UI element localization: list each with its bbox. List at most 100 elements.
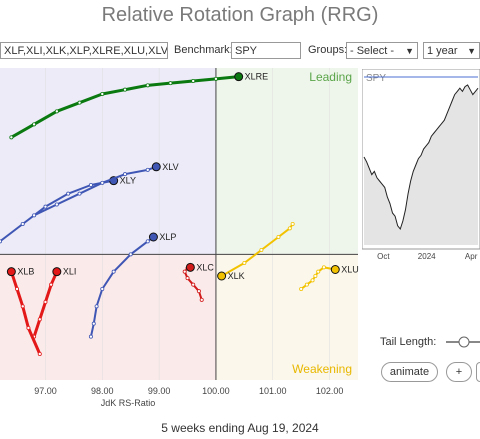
tail-point — [316, 269, 321, 274]
weakening-quadrant — [215, 254, 358, 380]
tail-label-xlb: XLB — [17, 267, 34, 277]
plus-button[interactable]: + — [446, 362, 472, 382]
tail-point — [54, 109, 59, 114]
tail-point — [304, 282, 309, 287]
period-select[interactable]: 1 year ▼ — [423, 42, 480, 59]
tail-point — [37, 317, 42, 322]
chevron-down-icon: ▼ — [405, 46, 414, 56]
tail-point — [66, 191, 71, 196]
tail-head-xlu — [330, 265, 340, 274]
rrg-tails: XLRE XLY XLV XLP XLI XLB XLC XLK XLU — [0, 72, 359, 356]
tail-point — [77, 191, 82, 196]
tail-line-xly — [0, 179, 114, 243]
lagging-quadrant — [0, 254, 216, 380]
tail-point — [182, 269, 187, 274]
tail-point — [49, 282, 54, 287]
tail-point — [9, 135, 14, 140]
tail-point — [145, 167, 150, 172]
tail-point — [20, 221, 25, 226]
tail-point — [111, 269, 116, 274]
tail-point — [145, 83, 150, 88]
tail-point — [259, 247, 264, 252]
tail-point — [321, 265, 326, 270]
tail-point — [32, 213, 37, 218]
tail-point — [145, 239, 150, 244]
tail-point — [100, 180, 105, 185]
tail-point — [213, 76, 218, 81]
tail-point — [43, 204, 48, 209]
more-button[interactable] — [476, 362, 480, 382]
tail-point — [168, 81, 173, 86]
tail-label-xlu: XLU — [341, 265, 359, 275]
tail-point — [313, 273, 318, 278]
tail-point — [100, 91, 105, 96]
tail-head-xlv — [151, 162, 161, 172]
tail-point — [290, 221, 295, 226]
tail-length-slider[interactable] — [444, 335, 480, 349]
tail-length-handle[interactable] — [458, 336, 470, 348]
tail-point — [199, 297, 204, 302]
tail-head-xli — [52, 267, 62, 277]
tail-label-xlp: XLP — [159, 232, 176, 242]
page-title: Relative Rotation Graph (RRG) — [101, 4, 379, 26]
tail-label-xly: XLY — [120, 176, 136, 186]
animate-button[interactable]: animate — [381, 362, 438, 382]
leading-quadrant — [215, 68, 358, 255]
tail-point — [88, 183, 93, 188]
groups-select-value: - Select - — [350, 45, 395, 57]
x-tick-label: 98.00 — [91, 386, 114, 396]
tail-point — [128, 252, 133, 257]
benchmark-input[interactable]: SPY — [231, 42, 301, 59]
tail-point — [100, 286, 105, 291]
period-select-value: 1 year — [427, 45, 458, 57]
tail-point — [20, 304, 25, 309]
x-tick-label: 99.00 — [148, 386, 171, 396]
tail-point — [242, 260, 247, 265]
rrg-chart[interactable]: Leading Weakening XLRE XLY XLV XLP XLI XLB XLC… — [0, 68, 360, 420]
tail-point — [299, 286, 304, 291]
tail-point — [123, 87, 128, 92]
tail-point — [287, 226, 292, 231]
tail-point — [88, 334, 93, 339]
chevron-down-icon: ▼ — [467, 46, 476, 56]
tail-point — [15, 286, 20, 291]
groups-label: Groups: — [308, 44, 348, 56]
mini-chart-ticks: Oct 2024 Apr — [377, 252, 478, 261]
groups-select[interactable]: - Select - ▼ — [346, 42, 418, 59]
x-axis-label: JdK RS-Ratio — [101, 398, 156, 408]
tail-point — [0, 239, 2, 244]
tail-label-xlc: XLC — [196, 262, 214, 272]
mini-tick-label: Apr — [465, 252, 478, 261]
improving-quadrant — [0, 68, 216, 255]
x-tick-label: 97.00 — [34, 386, 57, 396]
x-tick-label: 102.00 — [316, 386, 344, 396]
x-axis-ticks: 97.00 98.00 99.00 100.00 101.00 102.00 — [34, 386, 343, 396]
tail-head-xlb — [6, 267, 16, 277]
tail-label-xli: XLI — [63, 267, 77, 277]
tail-point — [310, 278, 315, 283]
tail-point — [37, 351, 42, 356]
tail-label-xlv: XLV — [162, 162, 178, 172]
leading-label: Leading — [309, 70, 352, 84]
tail-label-xlre: XLRE — [245, 72, 269, 82]
tail-head-xlk — [217, 271, 227, 281]
benchmark-mini-chart: SPY Oct 2024 Apr — [362, 69, 480, 261]
footer-caption: 5 weeks ending Aug 19, 2024 — [161, 421, 319, 435]
tail-point — [26, 325, 31, 330]
symbols-input[interactable]: XLF,XLI,XLK,XLP,XLRE,XLU,XLV,XL — [0, 42, 168, 59]
tail-point — [54, 202, 59, 207]
tail-head-xlp — [148, 232, 158, 242]
tail-point — [94, 304, 99, 309]
tail-line-xlp — [89, 236, 155, 337]
mini-tick-label: Oct — [377, 252, 390, 261]
tail-point — [185, 276, 190, 281]
tail-point — [123, 172, 128, 177]
x-tick-label: 101.00 — [259, 386, 287, 396]
tail-point — [191, 78, 196, 83]
weakening-label: Weakening — [292, 362, 352, 376]
grid-lines — [45, 68, 330, 380]
tail-label-xlk: XLK — [228, 271, 245, 281]
tail-point — [43, 299, 48, 304]
tail-length-label: Tail Length: — [380, 336, 437, 348]
tail-point — [77, 100, 82, 105]
